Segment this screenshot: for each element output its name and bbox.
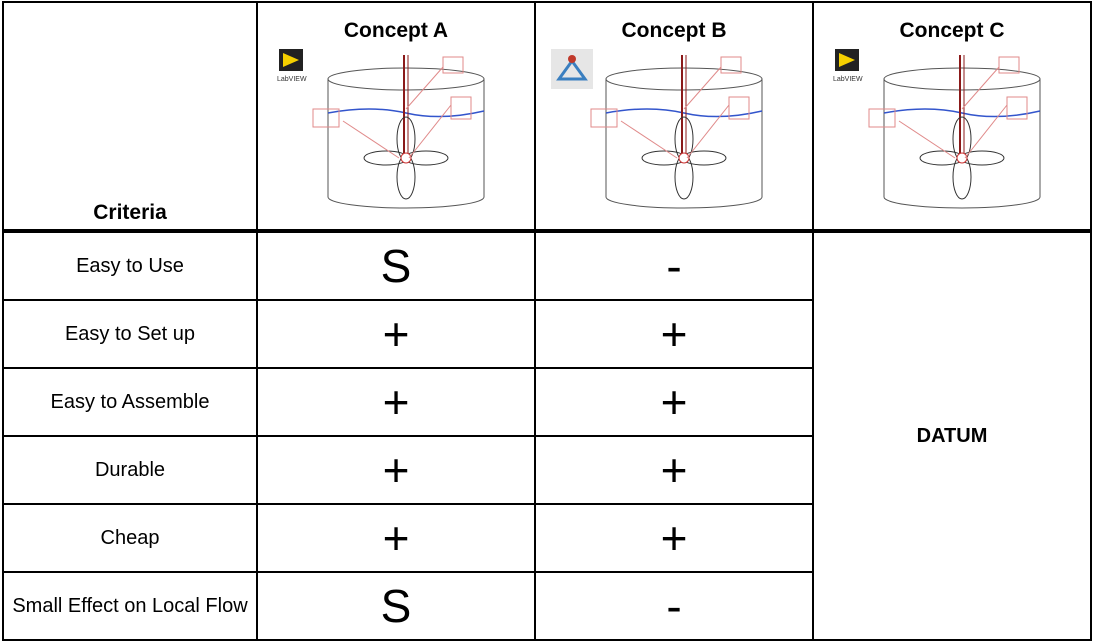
score: S (256, 571, 536, 641)
concept-header: Concept A LabVIEW (256, 1, 536, 233)
score: + (256, 367, 536, 437)
score: + (534, 367, 814, 437)
score: + (534, 435, 814, 505)
criteria-header: Criteria (2, 1, 258, 233)
concept-header: Concept B (534, 1, 814, 233)
score: + (534, 299, 814, 369)
criterion: Easy to Assemble (2, 367, 258, 437)
icon-label: LabVIEW (277, 76, 307, 83)
tank-illustration (551, 49, 763, 209)
criteria-row: Easy to Use S - DATUM (2, 230, 1092, 641)
score: - (534, 230, 814, 301)
criteria-label: Criteria (93, 201, 167, 224)
score: + (256, 299, 536, 369)
criteria-row: Easy to Set up + + (2, 299, 1091, 369)
score: - (534, 571, 814, 641)
score: + (256, 503, 536, 573)
datum: DATUM (812, 230, 1092, 641)
score: + (534, 503, 814, 573)
concept-name: Concept A (343, 19, 449, 42)
header-row: Criteria Concept A LabVIEW Concept B Conc… (2, 1, 1092, 233)
concept-header: Concept C LabVIEW (812, 1, 1092, 233)
concept-name: Concept B (621, 19, 727, 42)
tank-illustration: LabVIEW (833, 49, 1041, 209)
criteria-row: Easy to Assemble + + (2, 367, 1091, 437)
criterion: Durable (2, 435, 258, 505)
criterion: Small Effect on Local Flow (2, 571, 258, 641)
criterion: Easy to Set up (2, 299, 258, 369)
icon-label: LabVIEW (833, 76, 863, 83)
criterion: Cheap (2, 503, 258, 573)
criteria-row: Durable + + (2, 435, 1091, 505)
score: S (256, 230, 536, 301)
criteria-row: Cheap + + (2, 503, 1091, 573)
score: + (256, 435, 536, 505)
tank-illustration: LabVIEW (277, 49, 485, 209)
concept-name: Concept C (899, 19, 1005, 42)
criterion: Easy to Use (2, 230, 258, 301)
